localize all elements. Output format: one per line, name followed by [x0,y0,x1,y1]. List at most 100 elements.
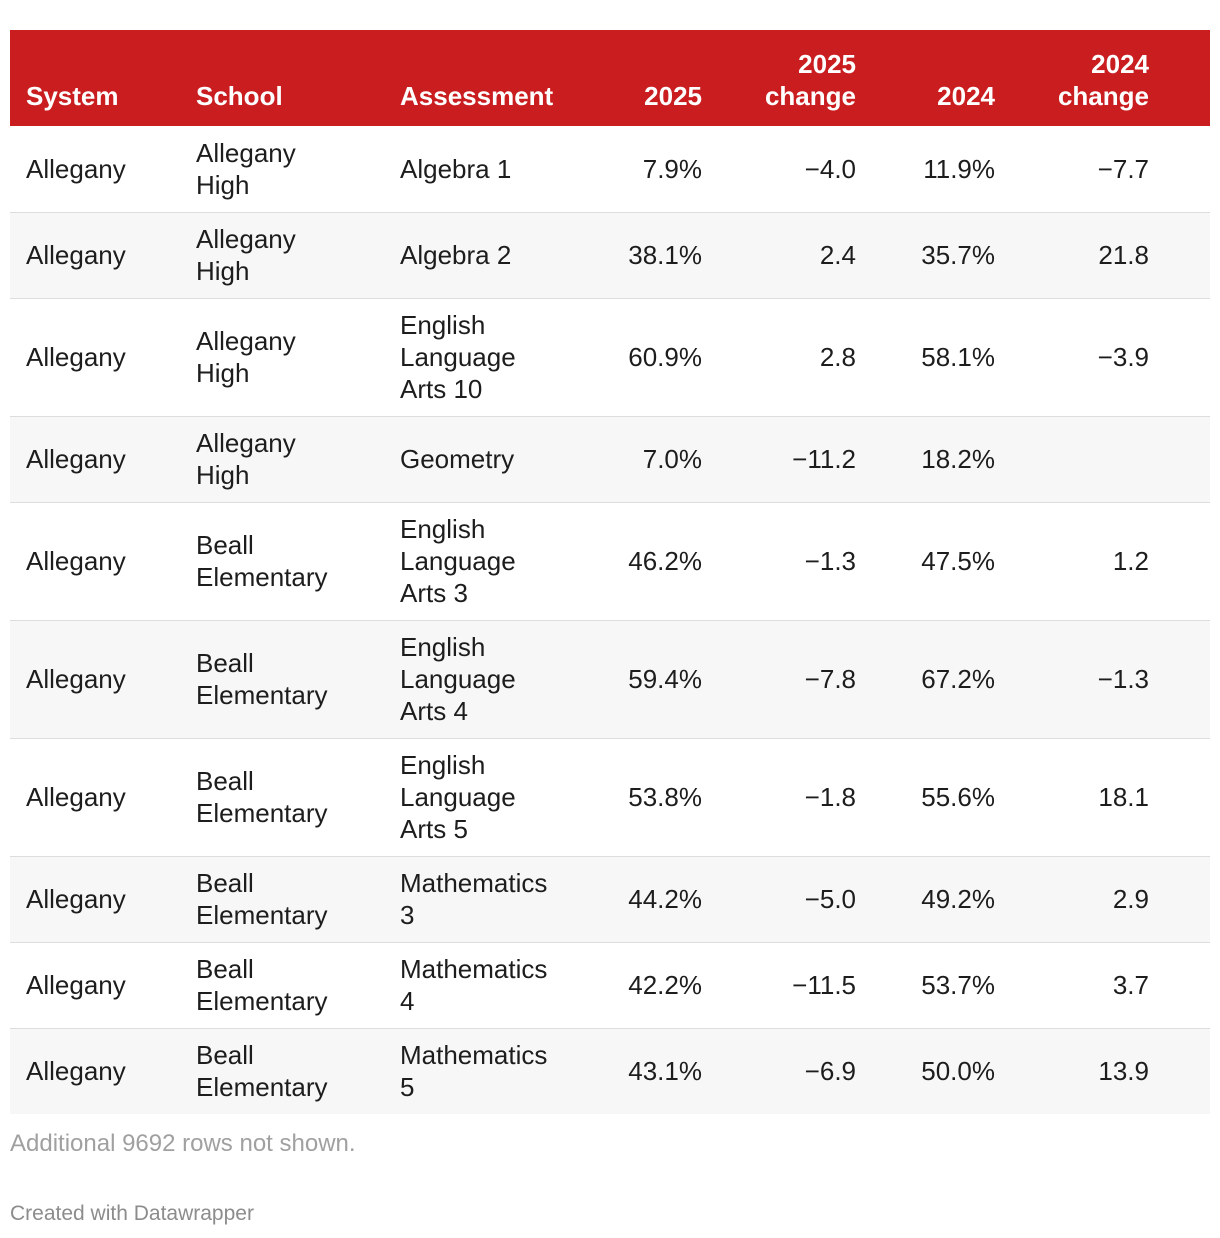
cell-system: Allegany [26,153,126,184]
row-spacer [1149,297,1210,416]
cell-value-2025: 44.2% [576,855,702,942]
header-assessment[interactable]: Assessment [400,81,554,111]
cell-system: Allegany [10,619,196,738]
table-header-row: System School Assessment 2025 2025 chang… [10,30,1210,126]
cell-change-2024: −3.9 [995,297,1149,416]
cell-change-2024: 2.9 [995,855,1149,942]
cell-change-2025: −1.8 [702,737,856,856]
cell-school: Allegany High [196,415,400,502]
cell-system: Allegany [10,1027,196,1114]
cell-system: Allegany [10,211,196,298]
row-spacer [1149,619,1210,738]
cell-school: Beall Elementary [196,501,400,620]
cell-system: Allegany [10,297,196,416]
cell-value-2025: 53.8% [576,737,702,856]
cell-value-2024: 18.2% [856,415,995,502]
cell-school: Beall Elementary [196,855,400,942]
cell-change-2024 [995,415,1149,502]
header-2025-change-label: 2025 change [764,49,856,111]
header-2025[interactable]: 2025 [644,81,702,111]
table-row: Allegany Beall Elementary Mathematics 4 42.… [10,941,1210,1028]
cell-value-2025: 7.9% [642,153,702,184]
table-row: Allegany Beall Elementary Mathematics 5 43.… [10,1027,1210,1114]
row-spacer [1149,737,1210,856]
table-row: Allegany Allegany High English Language Ar… [10,297,1210,416]
cell-assessment: Mathematics 4 [400,941,576,1028]
cell-value-2024: 47.5% [856,501,995,620]
table-row: Allegany Beall Elementary English Language… [10,619,1210,738]
cell-value-2024: 58.1% [856,297,995,416]
table-row: Allegany Beall Elementary English Language… [10,737,1210,856]
cell-change-2024: −7.7 [1097,153,1149,184]
cell-school: Beall Elementary [196,941,400,1028]
datawrapper-credit[interactable]: Created with Datawrapper [10,1202,254,1225]
cell-assessment: Geometry [400,415,576,502]
rows-not-shown-note: Additional 9692 rows not shown. [10,1130,356,1157]
cell-value-2024: 53.7% [856,941,995,1028]
header-school[interactable]: School [196,81,283,111]
cell-value-2024: 11.9% [923,153,995,184]
cell-system: Allegany [10,855,196,942]
cell-value-2025: 46.2% [576,501,702,620]
row-spacer [1149,855,1210,942]
header-2025-change[interactable]: 2025 change [702,30,856,126]
cell-change-2025: −6.9 [702,1027,856,1114]
cell-change-2024: −1.3 [995,619,1149,738]
header-system[interactable]: System [26,81,119,111]
header-2024-change[interactable]: 2024 change [995,30,1149,126]
cell-system: Allegany [10,941,196,1028]
table-row: Allegany Allegany High Algebra 2 38.1% 2.4 35… [10,211,1210,298]
row-spacer [1149,211,1210,298]
cell-assessment: Mathematics 5 [400,1027,576,1114]
cell-value-2025: 59.4% [576,619,702,738]
cell-change-2024: 13.9 [995,1027,1149,1114]
cell-school: Beall Elementary [196,619,400,738]
row-spacer [1149,126,1210,212]
assessment-table: System School Assessment 2025 2025 chang… [10,30,1210,1114]
cell-change-2024: 21.8 [995,211,1149,298]
row-spacer [1149,1027,1210,1114]
cell-value-2025: 42.2% [576,941,702,1028]
row-spacer [1149,415,1210,502]
cell-assessment: Algebra 1 [400,153,512,184]
cell-value-2025: 38.1% [576,211,702,298]
cell-change-2025: −11.5 [702,941,856,1028]
row-spacer [1149,941,1210,1028]
header-2024[interactable]: 2024 [937,81,995,111]
table-row: Allegany Allegany High Algebra 1 7.9% −4.0 11… [10,126,1210,212]
header-2024-change-label: 2024 change [1057,49,1149,111]
data-table-container: System School Assessment 2025 2025 chang… [10,30,1210,1114]
row-spacer [1149,501,1210,620]
cell-assessment: English Language Arts 5 [400,737,576,856]
cell-value-2024: 35.7% [856,211,995,298]
cell-change-2025: 2.8 [702,297,856,416]
cell-change-2024: 18.1 [995,737,1149,856]
table-row: Allegany Beall Elementary English Language… [10,501,1210,620]
cell-change-2025: −1.3 [702,501,856,620]
cell-school: Allegany High [196,297,400,416]
table-body: Allegany Allegany High Algebra 1 7.9% −4.0 11… [10,126,1210,1114]
table-row: Allegany Allegany High Geometry 7.0% −11.2 18… [10,415,1210,502]
cell-change-2025: −11.2 [702,415,856,502]
cell-school: Allegany High [196,137,296,200]
cell-value-2024: 67.2% [856,619,995,738]
cell-change-2025: −4.0 [804,153,856,184]
cell-value-2024: 49.2% [856,855,995,942]
header-spacer [1149,30,1210,126]
cell-value-2024: 55.6% [856,737,995,856]
cell-school: Beall Elementary [196,737,400,856]
cell-change-2025: 2.4 [702,211,856,298]
cell-value-2025: 43.1% [576,1027,702,1114]
cell-assessment: Mathematics 3 [400,855,576,942]
cell-assessment: English Language Arts 4 [400,619,576,738]
cell-change-2025: −5.0 [702,855,856,942]
cell-change-2024: 3.7 [995,941,1149,1028]
cell-change-2024: 1.2 [995,501,1149,620]
cell-system: Allegany [10,415,196,502]
table-row: Allegany Beall Elementary Mathematics 3 44.… [10,855,1210,942]
cell-school: Beall Elementary [196,1027,400,1114]
cell-assessment: English Language Arts 10 [400,297,576,416]
cell-assessment: Algebra 2 [400,211,576,298]
cell-value-2025: 7.0% [576,415,702,502]
cell-value-2024: 50.0% [856,1027,995,1114]
